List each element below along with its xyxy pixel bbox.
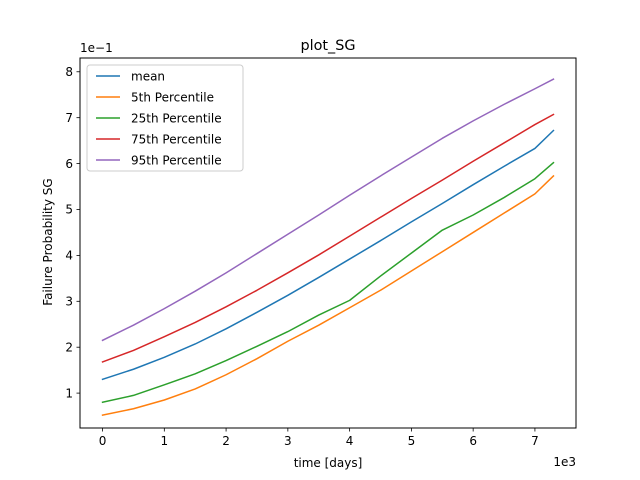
legend-label-0: mean bbox=[131, 69, 165, 83]
series-line-2 bbox=[101, 161, 555, 404]
plot-area-frame bbox=[79, 57, 577, 429]
series-line-4 bbox=[101, 78, 555, 342]
legend-label-1: 5th Percentile bbox=[131, 90, 214, 104]
axis-ticks: 0 1 2 3 4 5 6 7 1 2 3 4 5 6 7 8 bbox=[65, 65, 538, 448]
x-axis-label: time [days] bbox=[294, 456, 363, 470]
y-tick-label: 4 bbox=[65, 249, 73, 263]
legend-label-3: 75th Percentile bbox=[131, 132, 222, 146]
y-tick-label: 2 bbox=[65, 340, 73, 354]
y-tick-label: 7 bbox=[65, 111, 73, 125]
x-tick-label: 3 bbox=[284, 434, 292, 448]
legend-label-4: 95th Percentile bbox=[131, 153, 222, 167]
x-tick-label: 1 bbox=[160, 434, 168, 448]
y-tick-label: 5 bbox=[65, 203, 73, 217]
x-tick-label: 5 bbox=[408, 434, 416, 448]
y-tick-label: 6 bbox=[65, 157, 73, 171]
series-line-0 bbox=[101, 129, 555, 381]
series-line-3 bbox=[101, 113, 555, 363]
series-line-1 bbox=[101, 174, 555, 417]
x-tick-label: 7 bbox=[531, 434, 539, 448]
x-tick-label: 6 bbox=[469, 434, 477, 448]
x-tick-label: 2 bbox=[222, 434, 230, 448]
y-tick-label: 8 bbox=[65, 65, 73, 79]
x-axis-offset-label: 1e3 bbox=[553, 455, 576, 469]
series-layer bbox=[101, 78, 555, 417]
y-tick-label: 1 bbox=[65, 386, 73, 400]
x-tick-label: 0 bbox=[99, 434, 107, 448]
y-axis-label: Failure Probability SG bbox=[41, 178, 55, 305]
chart-title: plot_SG bbox=[300, 38, 355, 54]
y-tick-label: 3 bbox=[65, 295, 73, 309]
legend-label-2: 25th Percentile bbox=[131, 111, 222, 125]
legend: mean 5th Percentile 25th Percentile 75th Pe… bbox=[86, 64, 244, 172]
y-axis-offset-label: 1e−1 bbox=[80, 41, 113, 55]
x-tick-label: 4 bbox=[346, 434, 354, 448]
legend-box bbox=[86, 64, 244, 172]
